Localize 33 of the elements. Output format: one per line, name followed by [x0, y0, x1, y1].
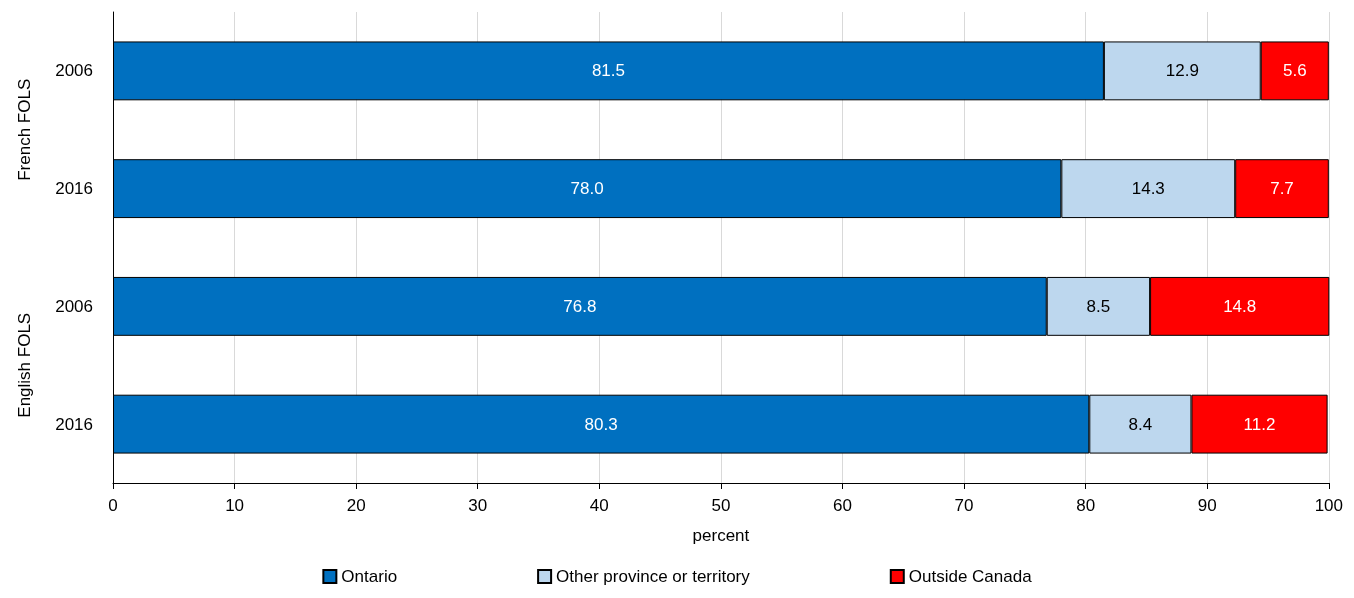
text: French FOLS	[14, 78, 34, 181]
data-label: 11.2	[1243, 414, 1276, 434]
data-label: 14.8	[1223, 296, 1257, 316]
y-tick-label: 2006	[55, 296, 93, 316]
x-tick-label: 90	[1197, 496, 1217, 515]
x-tick-label: 20	[346, 496, 366, 515]
legend-label: Outside Canada	[908, 567, 1033, 586]
x-tick-label: 0	[108, 496, 118, 515]
x-axis-title: percent	[692, 526, 750, 545]
data-label: 7.7	[1270, 179, 1294, 199]
x-tick-label: 10	[225, 496, 245, 515]
x-tick-label: 100	[1314, 496, 1344, 515]
data-label: 80.3	[584, 414, 618, 434]
x-tick-label: 40	[589, 496, 609, 515]
y-tick-label: 2016	[55, 179, 93, 199]
data-label: 12.9	[1165, 61, 1199, 81]
data-label: 76.8	[563, 296, 597, 316]
data-label: 78.0	[570, 179, 604, 199]
x-tick-label: 60	[833, 496, 852, 515]
x-tick-label: 50	[711, 496, 731, 515]
data-label: 81.5	[591, 61, 625, 81]
data-label: 14.3	[1131, 179, 1165, 199]
text: English FOLS	[14, 312, 34, 418]
y-tick-label: 2016	[55, 414, 93, 434]
data-label: 8.4	[1128, 414, 1153, 434]
legend-label: Ontario	[341, 567, 398, 586]
x-tick-label: 80	[1076, 496, 1096, 515]
x-tick-label: 70	[954, 496, 974, 515]
legend-label: Other province or territory	[556, 567, 751, 586]
y-tick-label: 2006	[55, 61, 93, 81]
x-tick-label: 30	[468, 496, 488, 515]
data-label: 8.5	[1086, 296, 1111, 316]
data-label: 5.6	[1282, 61, 1307, 81]
